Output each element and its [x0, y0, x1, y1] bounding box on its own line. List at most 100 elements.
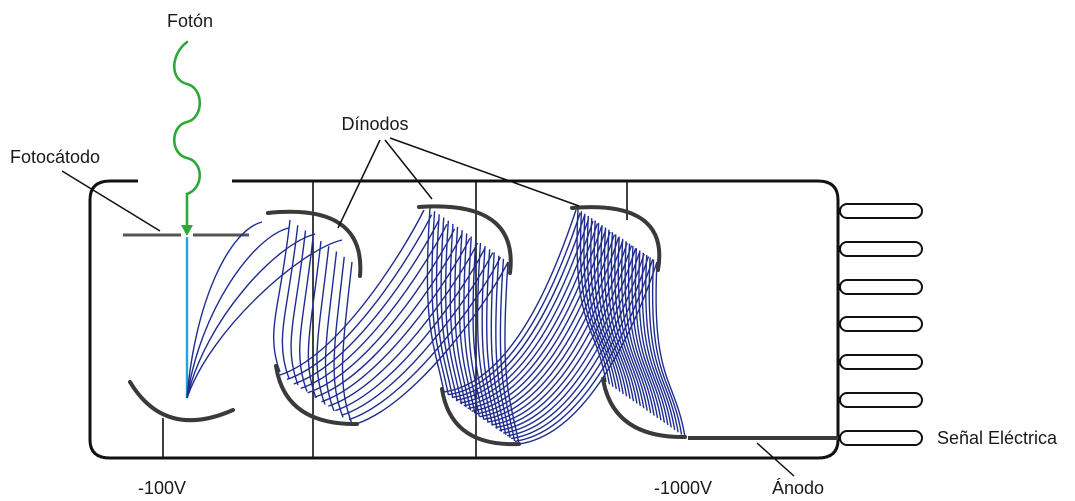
electron-trace: [463, 233, 480, 417]
electron-trace: [290, 230, 307, 386]
electron-trace: [463, 223, 598, 407]
dynode-2: [274, 364, 359, 427]
electron-trace: [621, 238, 652, 414]
electron-trace: [435, 214, 454, 399]
electron-trace: [355, 261, 509, 425]
electron-trace: [638, 250, 669, 426]
electron-trace: [186, 239, 343, 399]
output-pin: [839, 203, 923, 219]
electron-trace: [348, 256, 501, 421]
output-pin: [839, 392, 923, 408]
dynode-6: [601, 377, 687, 440]
electron-trace: [583, 213, 614, 387]
photon-label: Fotón: [167, 11, 213, 31]
electron-trace: [511, 256, 650, 440]
voltage-high-label: -1000V: [654, 478, 712, 498]
electron-trace: [483, 237, 620, 421]
electron-trace: [467, 236, 485, 420]
electron-trace: [324, 251, 338, 412]
electron-trace: [314, 233, 463, 398]
anode-pointer: [756, 442, 795, 477]
electron-trace: [603, 227, 635, 402]
photon-wave: [172, 40, 202, 234]
electron-trace: [634, 248, 666, 423]
output-pin: [839, 430, 923, 446]
electron-trace: [426, 207, 445, 393]
output-pin: [839, 279, 923, 295]
voltage-low-label: -100V: [138, 478, 186, 498]
anode-label: Ánodo: [772, 478, 824, 498]
electron-trace: [495, 245, 633, 429]
electron-trace: [307, 228, 456, 394]
electron-trace: [293, 219, 440, 385]
electron-trace: [451, 215, 586, 399]
electron-trace: [299, 235, 314, 392]
dynode-4: [440, 387, 521, 447]
electron-trace: [631, 245, 662, 421]
electron-trace: [431, 211, 450, 396]
electron-trace: [586, 215, 617, 390]
electron-trace: [499, 258, 516, 442]
electron-trace: [651, 259, 683, 435]
electron-trace: [328, 242, 479, 407]
electron-trace: [479, 234, 616, 418]
electron-trace: [272, 219, 291, 373]
electron-trace: [648, 257, 679, 433]
electron-trace: [499, 248, 637, 432]
signal-label: Señal Eléctrica: [937, 428, 1058, 448]
electron-trace: [641, 252, 672, 428]
electron-trace: [440, 217, 458, 402]
electron-trace: [447, 212, 581, 396]
electron-trace: [467, 226, 603, 410]
electron-trace: [655, 261, 686, 438]
electron-trace: [607, 229, 638, 404]
electron-trace: [593, 220, 624, 395]
electron-trace: [333, 256, 345, 418]
electron-trace: [624, 241, 655, 416]
electron-trace: [481, 246, 498, 429]
pointer-lines: [61, 137, 795, 477]
dynodes-label: Dínodos: [341, 114, 408, 134]
dynode-pointer-2: [384, 139, 433, 200]
dynode-pointer-1: [337, 139, 381, 229]
electron-trace: [281, 225, 299, 379]
photocathode-pointer: [61, 170, 161, 232]
electron-trace: [335, 247, 486, 412]
electron-trace: [590, 218, 621, 392]
dynode-pointer-3: [389, 137, 580, 207]
electron-trace: [286, 214, 433, 381]
output-pin: [839, 316, 923, 332]
electron-trace: [610, 232, 642, 407]
electron-trace: [614, 234, 645, 409]
output-pins: [839, 203, 923, 446]
electron-trace: [186, 233, 316, 399]
dynode-3: [417, 204, 513, 275]
electron-trace: [503, 250, 641, 434]
electron-trace: [476, 242, 494, 426]
electron-trace: [307, 240, 322, 399]
photon-arrowhead: [181, 225, 193, 236]
electron-trace: [316, 246, 330, 405]
dynode-1: [266, 209, 363, 278]
electron-traces: [186, 207, 686, 445]
electron-trace: [617, 236, 648, 411]
electron-trace: [645, 255, 676, 430]
electron-trace: [443, 209, 577, 393]
electron-trace: [279, 209, 425, 376]
electron-trace: [472, 239, 489, 423]
output-pin: [839, 241, 923, 257]
electron-trace: [341, 261, 353, 425]
electron-trace: [627, 243, 659, 418]
electron-trace: [444, 220, 463, 405]
electron-trace: [579, 211, 611, 385]
electron-trace: [576, 208, 607, 383]
electron-trace: [597, 222, 628, 397]
electron-trace: [186, 221, 263, 399]
focus-electrode: [128, 380, 235, 423]
electron-trace: [186, 227, 289, 399]
support-wires: [162, 181, 628, 458]
output-pin: [839, 354, 923, 370]
photocathode-label: Fotocátodo: [10, 147, 100, 167]
dynode-5: [570, 205, 662, 272]
